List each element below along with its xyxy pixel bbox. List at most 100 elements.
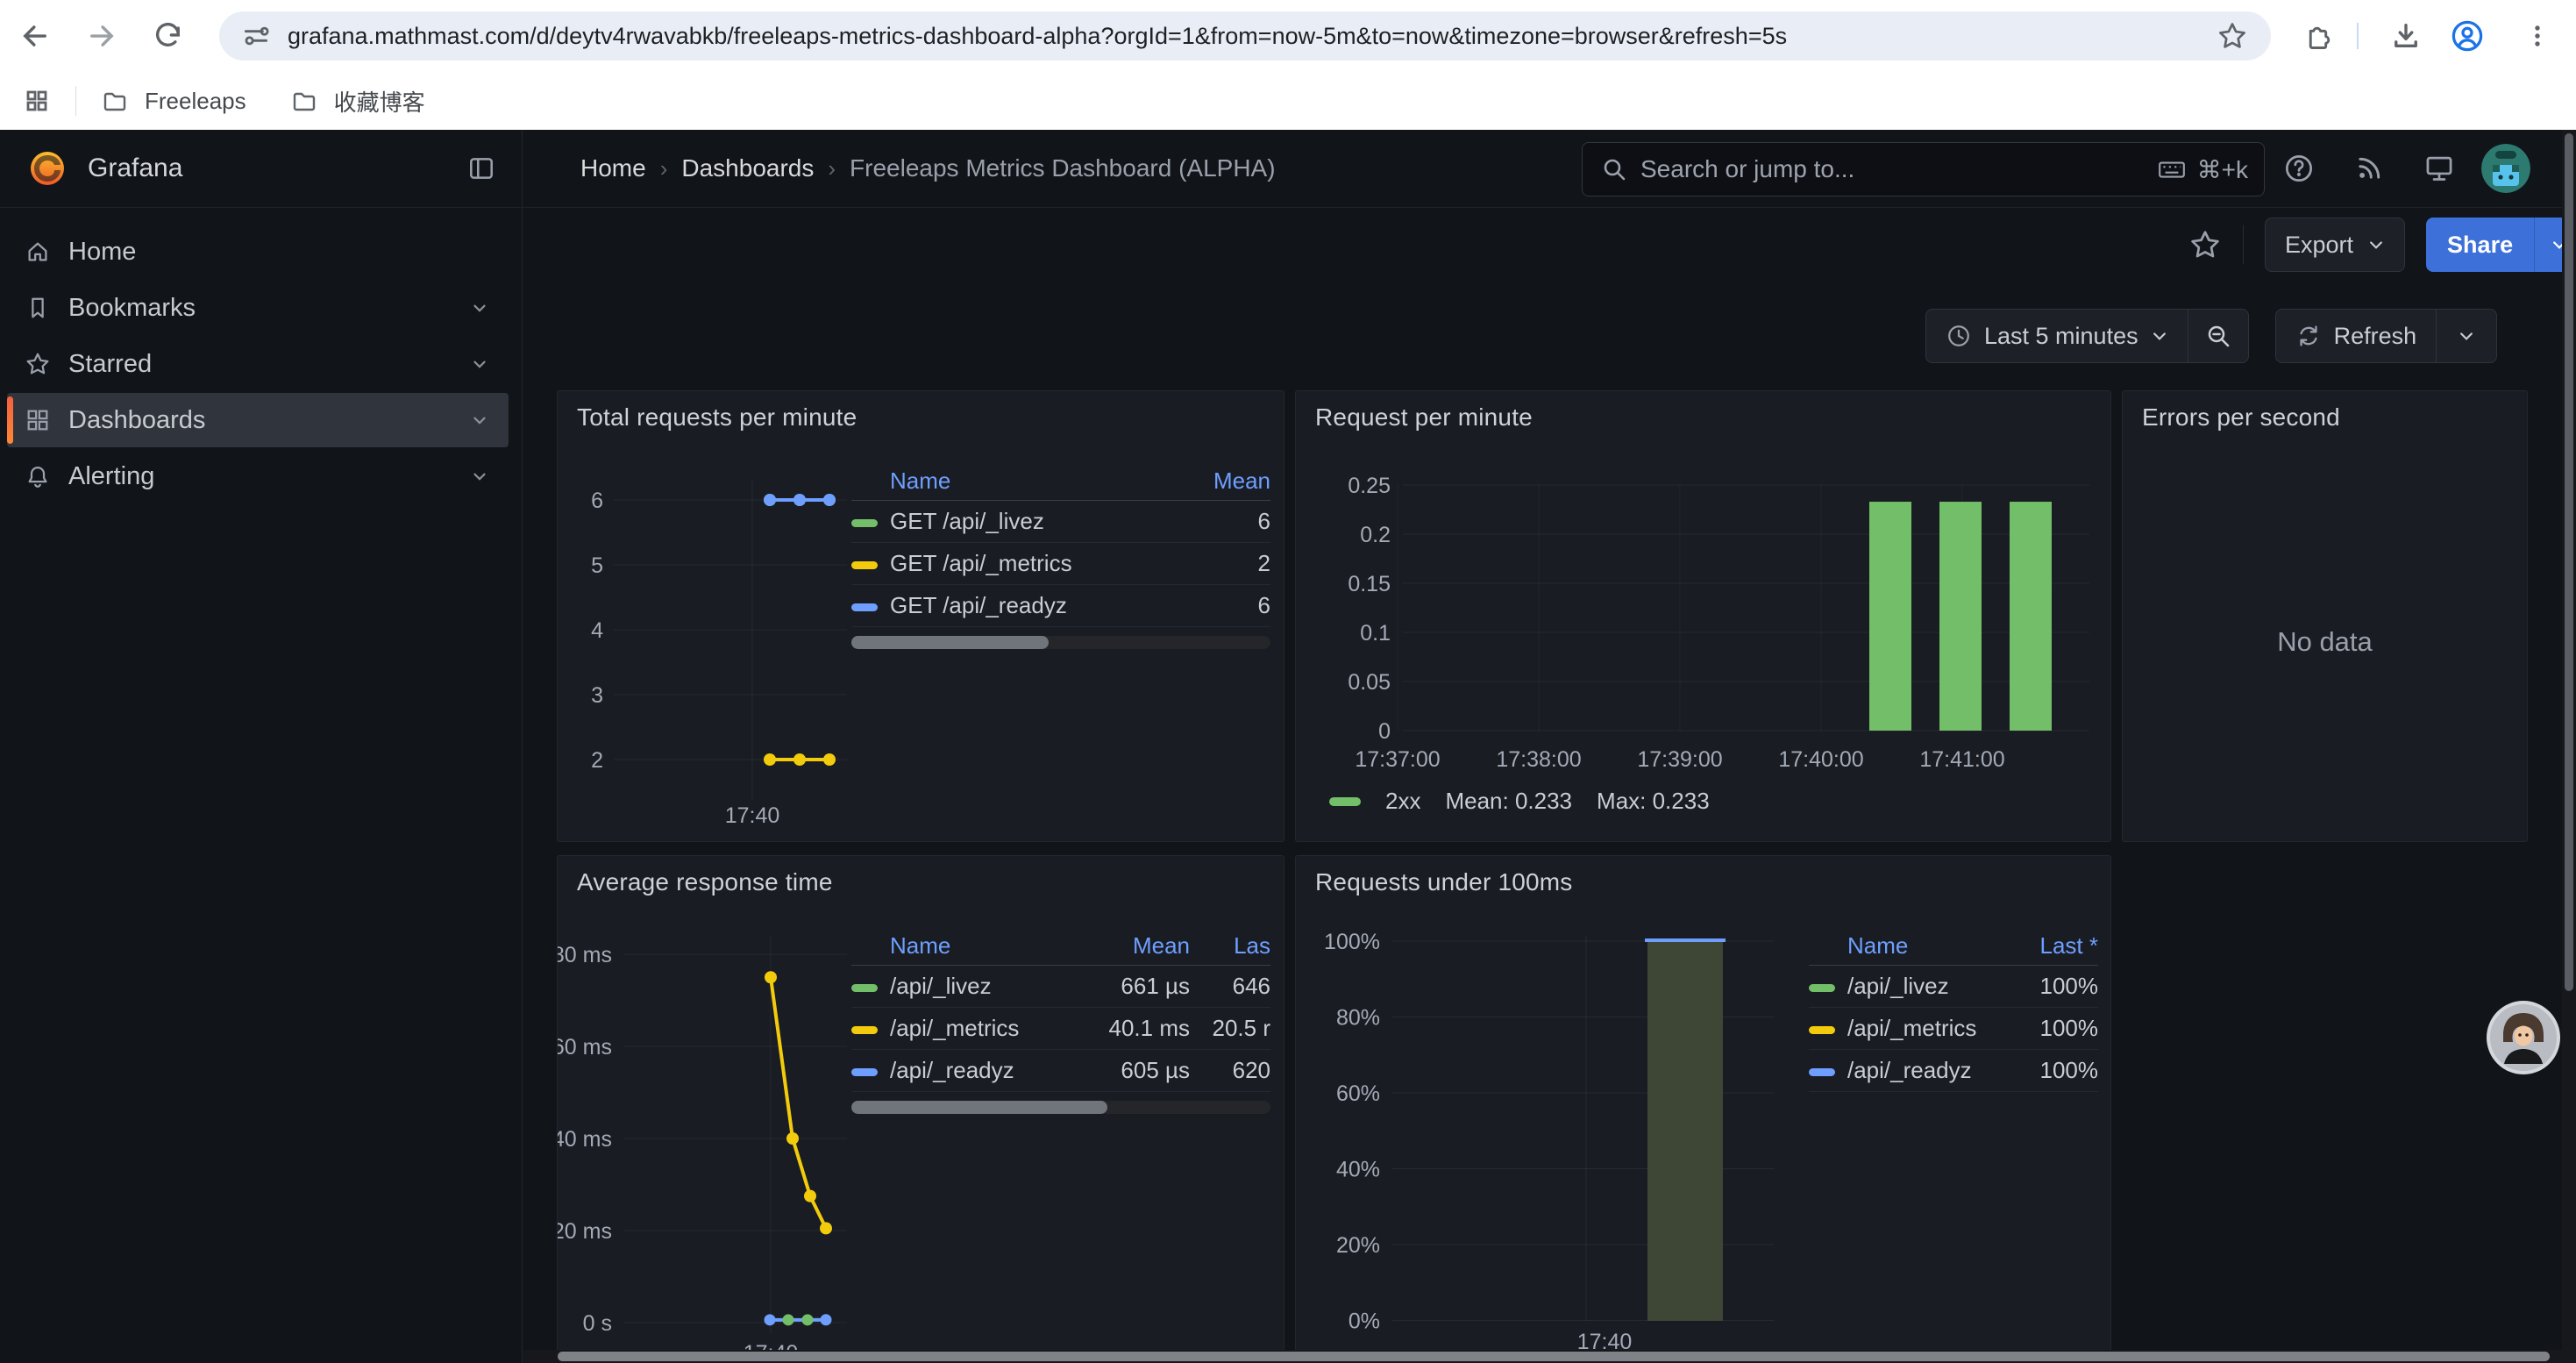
bookmarks-bar: Freeleaps 收藏博客 — [0, 72, 2576, 131]
legend-scrollbar[interactable] — [851, 636, 1270, 649]
legend-col-mean[interactable]: Mean — [1213, 467, 1270, 494]
dock-sidebar-icon[interactable] — [466, 153, 496, 183]
horizontal-scrollbar-thumb[interactable] — [558, 1352, 2550, 1361]
search-input[interactable]: Search or jump to... ⌘+k — [1582, 142, 2265, 196]
bookmark-folder-blogs[interactable]: 收藏博客 — [285, 82, 425, 120]
panel-title[interactable]: Average response time — [577, 868, 833, 896]
svg-text:0.1: 0.1 — [1360, 621, 1391, 646]
back-icon[interactable] — [16, 17, 54, 55]
legend-row[interactable]: /api/_livez 661 µs 646 — [851, 966, 1270, 1008]
brand-title[interactable]: Grafana — [88, 153, 183, 182]
folder-icon — [96, 82, 134, 120]
legend-col-last[interactable]: Last * — [2039, 931, 2099, 959]
legend-row[interactable]: /api/_readyz 605 µs 620 — [851, 1050, 1270, 1092]
legend-series-name: 2xx — [1385, 788, 1421, 814]
keyboard-icon — [2157, 154, 2187, 184]
apps-grid-icon[interactable] — [18, 82, 56, 120]
svg-text:6: 6 — [591, 489, 603, 513]
monitor-icon[interactable] — [2420, 149, 2459, 188]
zoom-out-icon — [2208, 325, 2229, 347]
no-data-message: No data — [2277, 626, 2373, 657]
vertical-scrollbar[interactable] — [2562, 130, 2576, 1363]
legend-col-name[interactable]: Name — [1847, 931, 1909, 959]
chevron-down-icon[interactable] — [470, 298, 489, 318]
grafana-logo[interactable] — [26, 147, 68, 189]
sidebar-item-dashboards[interactable]: Dashboards — [7, 393, 509, 447]
total-requests-chart[interactable]: 6 5 4 3 2 17:40 — [558, 391, 1284, 842]
news-rss-icon[interactable] — [2350, 149, 2388, 188]
request-per-minute-chart[interactable]: 0.25 0.2 0.15 0.1 0.05 0 17:37:00 17:38:00 17:39… — [1296, 391, 2111, 842]
help-icon[interactable] — [2280, 149, 2318, 188]
user-avatar[interactable] — [2481, 144, 2530, 193]
svg-text:5: 5 — [591, 553, 603, 578]
legend-header: Name Last * — [1809, 926, 2098, 966]
svg-text:0.15: 0.15 — [1348, 572, 1391, 596]
legend-row[interactable]: /api/_readyz 100% — [1809, 1050, 2098, 1092]
refresh-button[interactable]: Refresh — [2276, 310, 2437, 362]
legend-col-last[interactable]: Las — [1234, 931, 1270, 959]
sidebar-item-label: Dashboards — [68, 405, 206, 434]
share-button[interactable]: Share — [2426, 218, 2535, 272]
legend-col-mean[interactable]: Mean — [1132, 931, 1190, 959]
browser-toolbar: grafana.mathmast.com/d/deytv4rwavabkb/fr… — [0, 0, 2576, 72]
legend-mean: Mean: 0.233 — [1445, 788, 1573, 814]
legend-row[interactable]: /api/_livez 100% — [1809, 966, 2098, 1008]
panel-title[interactable]: Errors per second — [2142, 403, 2340, 431]
address-bar[interactable]: grafana.mathmast.com/d/deytv4rwavabkb/fr… — [219, 11, 2271, 61]
browser-menu-icon[interactable] — [2518, 17, 2557, 55]
breadcrumb-home[interactable]: Home — [580, 154, 646, 182]
legend-row[interactable]: /api/_metrics 100% — [1809, 1008, 2098, 1050]
download-icon[interactable] — [2387, 17, 2425, 55]
vertical-scrollbar-thumb[interactable] — [2565, 133, 2573, 991]
sidebar-item-alerting[interactable]: Alerting — [7, 449, 509, 503]
group-divider — [2436, 310, 2437, 362]
legend-col-name[interactable]: Name — [890, 467, 951, 494]
favorite-star-icon[interactable] — [2188, 228, 2222, 261]
panel-title[interactable]: Requests under 100ms — [1315, 868, 1573, 896]
breadcrumb-dashboards[interactable]: Dashboards — [681, 154, 815, 182]
legend-row[interactable]: GET /api/_readyz 6 — [851, 585, 1270, 627]
svg-text:2: 2 — [591, 748, 603, 773]
bookmark-label: 收藏博客 — [333, 89, 425, 116]
horizontal-scrollbar[interactable] — [523, 1350, 2562, 1363]
sidebar-item-home[interactable]: Home — [7, 225, 509, 279]
svg-text:17:37:00: 17:37:00 — [1355, 747, 1440, 772]
panel-title[interactable]: Request per minute — [1315, 403, 1533, 431]
forward-icon[interactable] — [82, 17, 121, 55]
zoom-out-button[interactable] — [2188, 310, 2248, 362]
grafana-app: Grafana Home › Dashboards › Freeleaps Me… — [0, 130, 2576, 1363]
legend[interactable]: 2xx Mean: 0.233 Max: 0.233 — [1329, 788, 1710, 815]
time-range-label: Last 5 minutes — [1984, 322, 2138, 349]
legend-row[interactable]: GET /api/_metrics 2 — [851, 543, 1270, 585]
export-button[interactable]: Export — [2265, 218, 2406, 272]
sidebar-item-bookmarks[interactable]: Bookmarks — [7, 281, 509, 335]
assistant-avatar[interactable] — [2487, 1001, 2560, 1074]
refresh-interval-chevron[interactable] — [2437, 310, 2496, 362]
reload-icon[interactable] — [149, 17, 188, 55]
legend-col-name[interactable]: Name — [890, 931, 951, 959]
panel-average-response-time: Average response time 80 ms 60 ms 40 ms 20 … — [557, 855, 1284, 1363]
refresh-icon — [2295, 323, 2322, 349]
bookmark-folder-freeleaps[interactable]: Freeleaps — [96, 82, 246, 120]
chevron-down-icon[interactable] — [470, 467, 489, 486]
requests-under-100ms-chart[interactable]: 100%80%60%40%20%0%17:40 — [1296, 856, 2111, 1363]
breadcrumb-current: Freeleaps Metrics Dashboard (ALPHA) — [850, 154, 1276, 182]
panel-total-requests-per-minute: Total requests per minute 6 5 4 3 2 17:40 Nam… — [557, 390, 1284, 842]
svg-text:60%: 60% — [1336, 1081, 1380, 1106]
sidebar-item-starred[interactable]: Starred — [7, 337, 509, 391]
legend-row[interactable]: /api/_metrics 40.1 ms 20.5 r — [851, 1008, 1270, 1050]
url-text[interactable]: grafana.mathmast.com/d/deytv4rwavabkb/fr… — [288, 22, 1788, 49]
time-range-picker[interactable]: Last 5 minutes — [1926, 310, 2188, 362]
legend-scrollbar[interactable] — [851, 1101, 1270, 1114]
site-settings-icon[interactable] — [237, 17, 275, 55]
chevron-down-icon[interactable] — [470, 410, 489, 430]
panel-title[interactable]: Total requests per minute — [577, 403, 857, 431]
bookmark-star-icon[interactable] — [2213, 17, 2252, 55]
extensions-icon[interactable] — [2297, 17, 2336, 55]
svg-text:0%: 0% — [1348, 1309, 1380, 1334]
series-swatch — [851, 603, 878, 611]
profile-icon[interactable] — [2448, 17, 2487, 55]
legend-row[interactable]: GET /api/_livez 6 — [851, 501, 1270, 543]
svg-text:3: 3 — [591, 683, 603, 708]
chevron-down-icon[interactable] — [470, 354, 489, 374]
